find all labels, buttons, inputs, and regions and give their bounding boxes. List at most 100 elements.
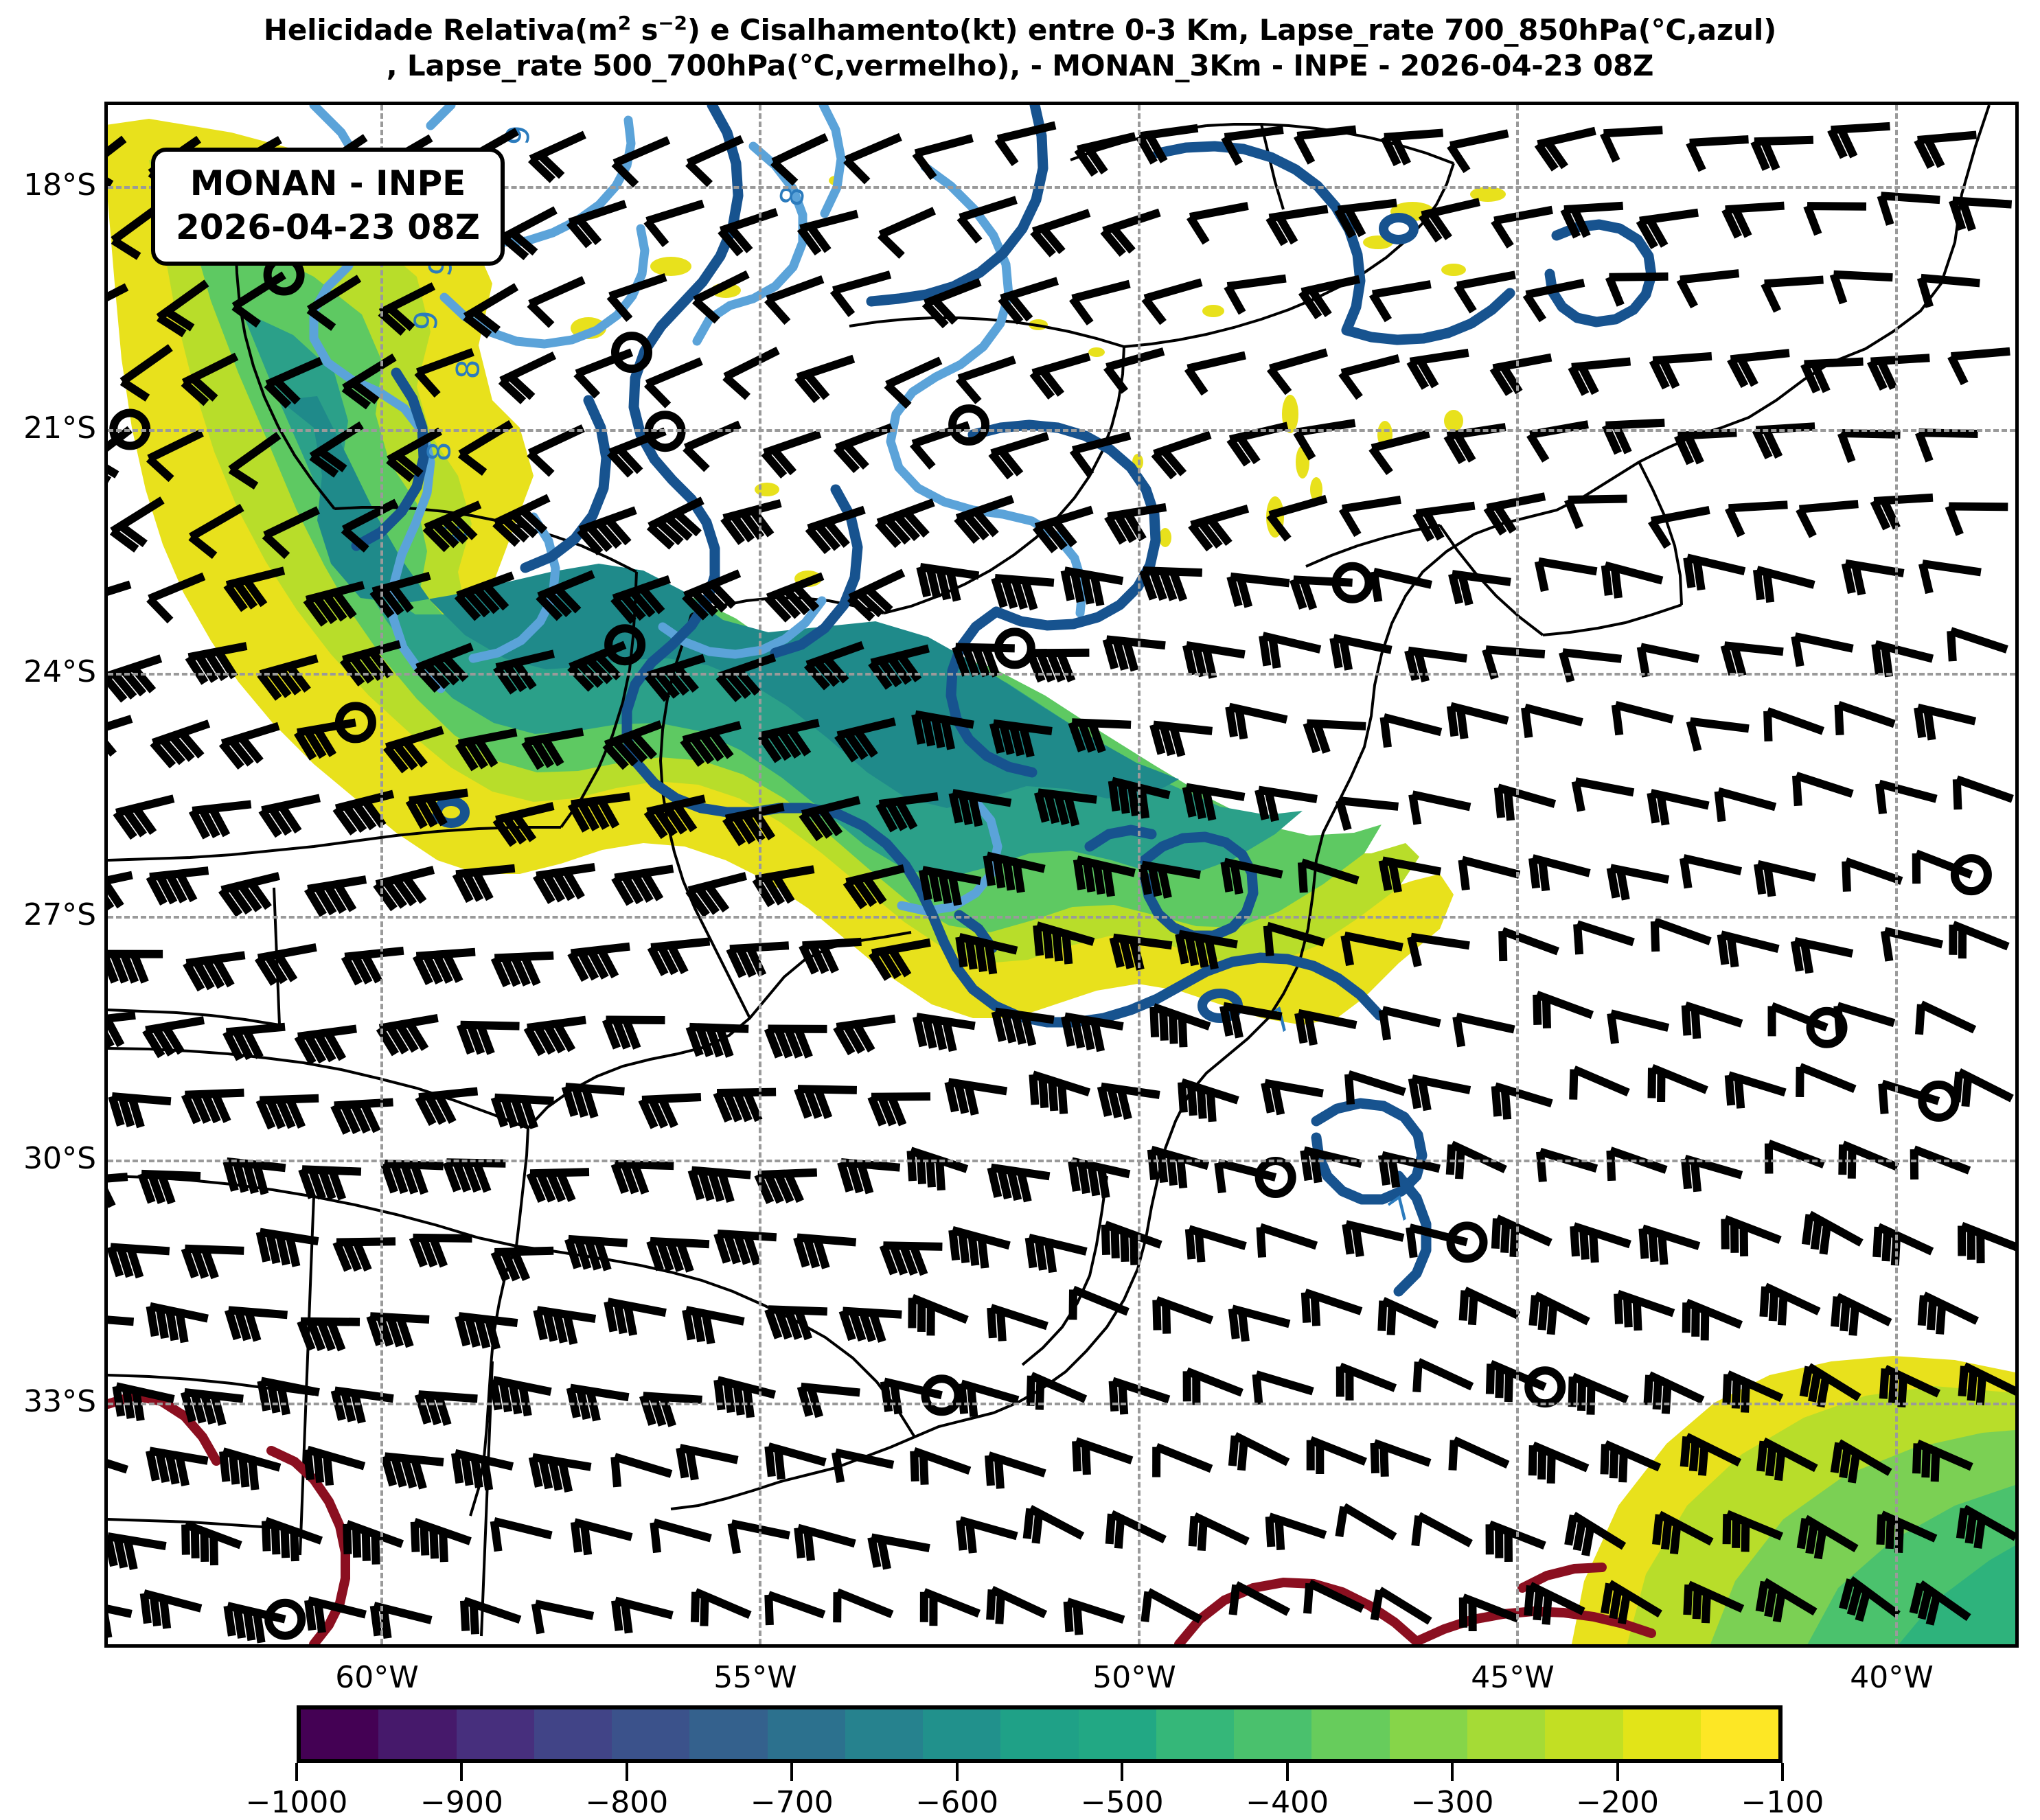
wind-barb-tick (1839, 705, 1840, 735)
gridline-lat-33 (108, 1403, 2015, 1405)
wind-barb-shaft (1605, 423, 1664, 426)
wind-barb-shaft (1839, 705, 1894, 724)
wind-barb-tick (1211, 1092, 1213, 1122)
wind-barb-shaft (258, 947, 317, 958)
wind-barb-tick (1224, 862, 1229, 892)
wind-barb-shaft (1923, 564, 1981, 573)
wind-barb-tick (1272, 638, 1276, 669)
gridline-lat-27 (108, 916, 2015, 919)
title-line1-b: s (631, 13, 658, 47)
wind-barb-tick (920, 1154, 922, 1184)
wind-barb-tick (1652, 1068, 1653, 1098)
wind-barb-shaft (1493, 358, 1552, 369)
wind-barb-tick (1662, 1234, 1664, 1265)
wind-barb-tick (1422, 1081, 1428, 1110)
wind-barb-shaft (1410, 353, 1469, 362)
wind-barb-tick (913, 444, 932, 468)
wind-barb-tick (1257, 1374, 1259, 1405)
wind-barb-shaft (1800, 1067, 1855, 1090)
wind-barb-shaft (1190, 206, 1248, 217)
wind-barb-tick (1697, 1589, 1698, 1619)
wind-barb-tick (530, 304, 552, 325)
wind-barb-tick (1384, 1447, 1385, 1477)
wind-barb-tick (880, 235, 902, 256)
wind-barb-tick (1275, 1085, 1281, 1114)
wind-barb-tick (1526, 295, 1543, 320)
map-plot-area[interactable]: 8 9 9 8 8 8 8 9 7 7 7 8 (104, 102, 2019, 1648)
wind-barb-shaft (1568, 499, 1627, 500)
wind-barb-shaft (647, 361, 701, 384)
wind-barb-shaft (1641, 647, 1699, 658)
wind-barb-tick (1229, 707, 1234, 737)
wind-barb-tick (1744, 1226, 1745, 1256)
wind-barb-tick (1684, 858, 1688, 888)
wind-barb-tick (1729, 1075, 1732, 1105)
wind-barb-shaft (838, 1592, 893, 1614)
wind-barb-tick (294, 1531, 295, 1561)
wind-barb-tick (998, 1458, 1000, 1488)
wind-barb-shaft (1729, 505, 1788, 508)
wind-barb-tick (1605, 566, 1609, 596)
wind-barb-tick (1965, 1076, 1968, 1107)
wind-barb-tick (1391, 1305, 1393, 1335)
wind-barb-tick (1533, 1295, 1535, 1326)
wind-barb-tick (1356, 1227, 1360, 1257)
wind-barb-tick (686, 1310, 691, 1339)
wind-barb-tick (257, 1613, 262, 1643)
wind-barb-tick (1141, 788, 1145, 818)
wind-barb-shaft (798, 359, 854, 378)
wind-barb-tick (1046, 928, 1049, 958)
wind-barb-tick (1451, 706, 1455, 737)
wind-barb-tick (1767, 711, 1768, 741)
wind-barb-tick (1652, 1232, 1654, 1262)
wind-barb-tick (1457, 286, 1473, 311)
wind-barb-tick (1697, 560, 1701, 590)
wind-barb-shaft (1726, 206, 1785, 210)
wind-barb-tick (647, 221, 666, 244)
wind-barb-tick (1073, 450, 1091, 475)
wind-barb-shaft (494, 1251, 553, 1252)
wind-barb-tick (647, 384, 668, 406)
wind-barb-tick (680, 1448, 685, 1477)
wind-barb-tick (1270, 1517, 1272, 1547)
wind-barb-tick (308, 1600, 312, 1631)
colorbar-swatch (1079, 1709, 1156, 1759)
wind-barb-tick (1199, 1232, 1202, 1263)
title-line1-c: ) e Cisalhamento(kt) entre 0-3 Km, Lapse… (687, 13, 1776, 47)
wind-barb-tick (1314, 1153, 1318, 1183)
wind-barb-tick (959, 378, 979, 402)
wind-barb-tick (1960, 1508, 1964, 1539)
wind-barb-tick (952, 1230, 956, 1260)
wind-barb-tick (1042, 1078, 1044, 1108)
wind-barb-tick (223, 1451, 226, 1482)
wind-barb-tick (1279, 1520, 1281, 1550)
wind-barb-tick (1877, 1227, 1878, 1257)
wind-barb-shaft (1340, 800, 1399, 807)
wind-barb-tick (1410, 1228, 1414, 1258)
wind-barb-tick (1702, 1446, 1705, 1476)
xtick-label-45W: 45°W (1437, 1660, 1588, 1695)
wind-barb-tick (1778, 1451, 1781, 1481)
wind-barb-tick (798, 1528, 801, 1558)
wind-barb-tick (1344, 640, 1349, 669)
wind-barb-tick (1916, 1443, 1918, 1473)
wind-barb-tick (1218, 1163, 1222, 1193)
wind-barb-tick (163, 1598, 167, 1628)
wind-barb-tick (1957, 779, 1958, 809)
wind-barb-shaft (1342, 358, 1399, 373)
wind-barb-tick (1796, 776, 1798, 806)
wind-barb-tick (1767, 573, 1770, 603)
wind-barb-tick (108, 459, 117, 475)
province-borders (108, 888, 516, 1636)
wind-barb-shaft (1419, 1362, 1472, 1387)
wind-barb-tick (1665, 1519, 1669, 1550)
colorbar[interactable]: −1000−900−800−700−600−500−400−300−200−10… (297, 1705, 1783, 1763)
wind-barb-tick (513, 1384, 518, 1414)
wind-barb-shaft (501, 356, 555, 381)
wind-barb-tick (1374, 572, 1379, 601)
wind-barb-tick (1375, 1590, 1380, 1620)
colorbar-tick (1451, 1763, 1454, 1781)
wind-barb-shaft (1419, 1516, 1471, 1544)
wind-barb-shaft (1795, 636, 1853, 649)
wind-barb-shaft (1257, 1374, 1313, 1392)
